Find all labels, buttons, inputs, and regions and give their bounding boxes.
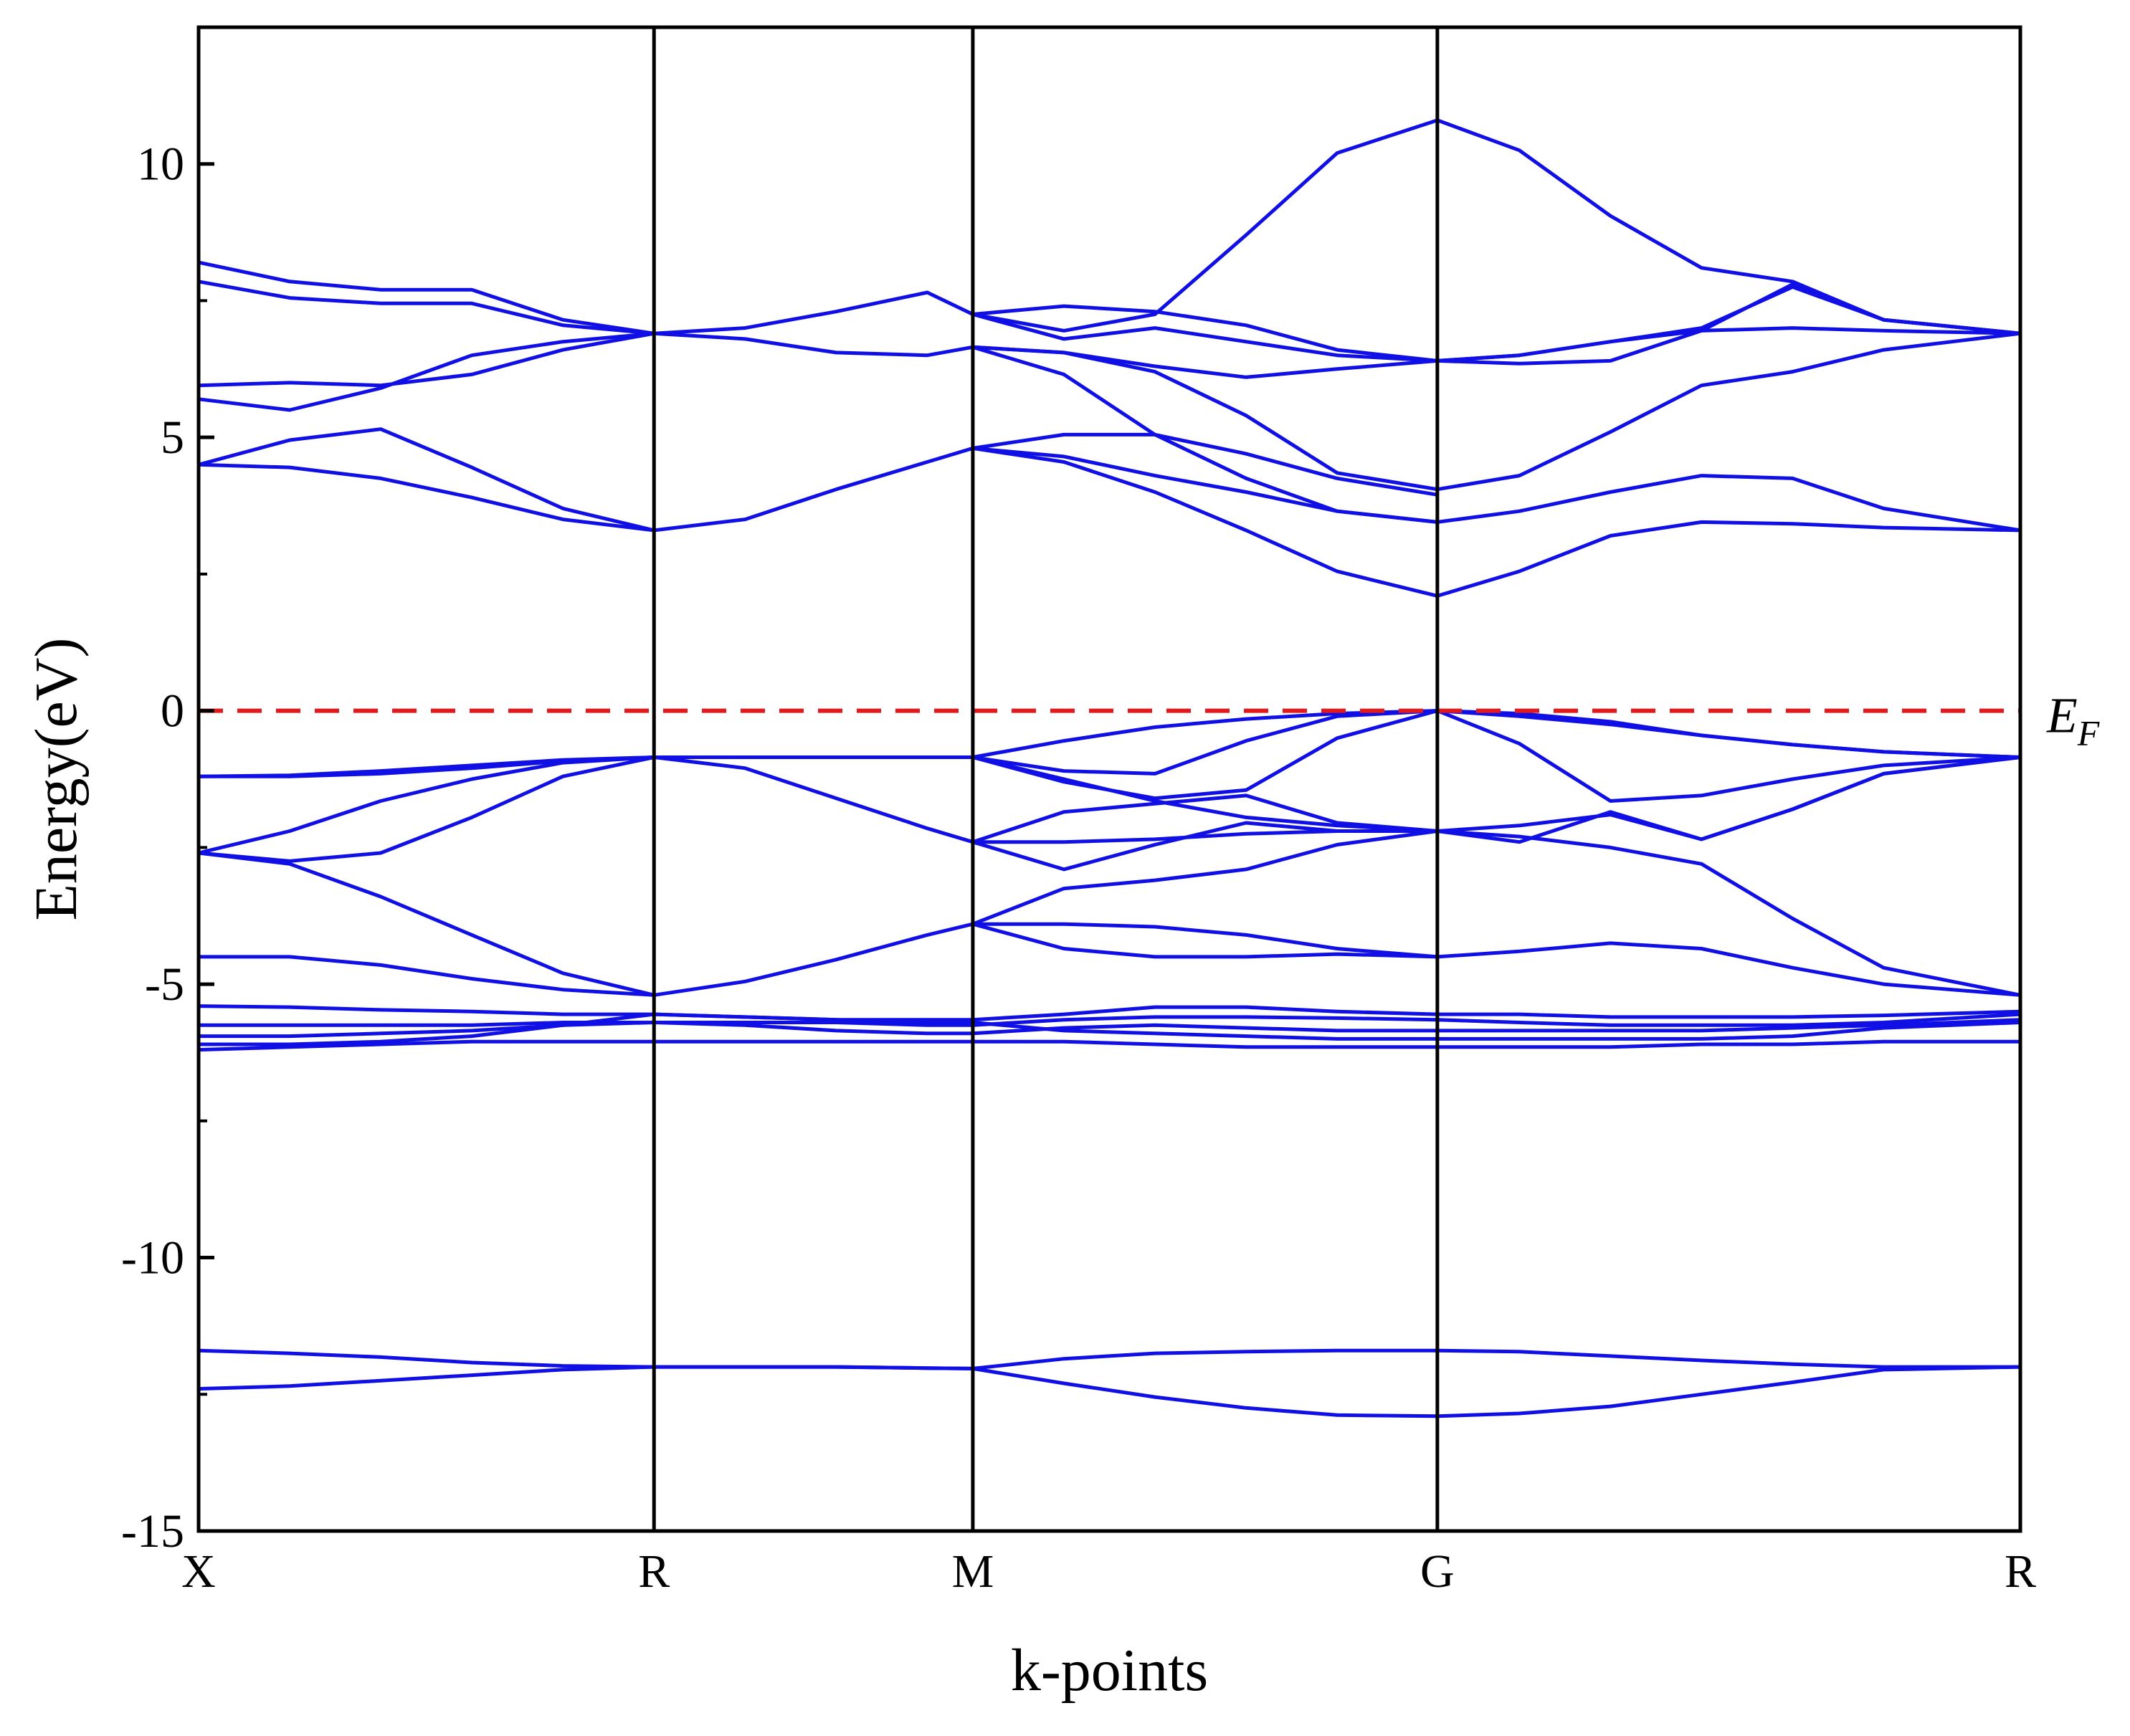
band-line-5 (199, 1012, 2021, 1046)
band-line-8 (198, 1004, 2021, 1022)
band-line-33 (972, 446, 2021, 598)
band-line-3 (972, 1365, 2021, 1418)
y-axis-ticks: 10 5 0 -5 -10 -15 (121, 138, 214, 1558)
band-line-35 (972, 432, 1438, 497)
band-line-28 (198, 331, 655, 388)
y-axis-title: Energy(eV) (23, 638, 90, 921)
band-line-21 (972, 829, 1437, 844)
x-tick-label-0: X (181, 1545, 216, 1598)
band-line-22 (971, 829, 2021, 997)
y-tick-label-1: 5 (161, 411, 184, 464)
kpoint-divider-lines (652, 27, 1440, 1531)
y-tick-label-4: -10 (121, 1232, 184, 1284)
fermi-level-label: EF (2046, 689, 2100, 753)
band-line-36 (972, 345, 1438, 524)
band-line-25 (198, 462, 655, 533)
y-tick-label-3: -5 (145, 958, 184, 1011)
band-line-30 (198, 260, 655, 335)
band-line-39 (972, 282, 2021, 366)
x-axis-title: k-points (1011, 1637, 1208, 1704)
fermi-level-label-main: E (2046, 689, 2078, 744)
band-line-7 (199, 1012, 2021, 1027)
band-line-19 (972, 755, 2021, 844)
band-line-2 (972, 1348, 2020, 1370)
band-line-10 (198, 851, 655, 997)
band-line-37 (972, 331, 2021, 492)
band-line-34 (972, 446, 2021, 533)
y-tick-label-5: -15 (121, 1505, 184, 1558)
band-line-29 (198, 280, 655, 335)
y-tick-label-0: 10 (137, 138, 184, 191)
band-line-1 (198, 1348, 973, 1370)
x-tick-label-2: M (952, 1545, 994, 1598)
band-line-4 (198, 1039, 2020, 1052)
band-line-40 (972, 285, 2021, 363)
band-line-27 (198, 331, 655, 412)
band-line-6 (199, 1018, 2021, 1039)
band-line-12 (198, 755, 655, 863)
band-line-26 (198, 427, 974, 533)
x-tick-label-1: R (638, 1545, 670, 1598)
band-line-41 (972, 118, 2021, 335)
plot-frame (196, 25, 2022, 1533)
x-tick-label-3: G (1420, 1545, 1455, 1598)
band-line-23 (972, 922, 2021, 997)
band-line-14 (199, 755, 655, 778)
band-line-32 (654, 331, 974, 358)
y-tick-label-2: 0 (161, 685, 184, 738)
fermi-level-label-subscript: F (2077, 713, 2100, 753)
band-line-24 (972, 922, 1437, 959)
x-tick-label-4: R (2005, 1545, 2036, 1598)
bands-layer (198, 118, 2021, 1418)
band-line-31 (654, 290, 974, 335)
band-line-9 (199, 922, 974, 997)
